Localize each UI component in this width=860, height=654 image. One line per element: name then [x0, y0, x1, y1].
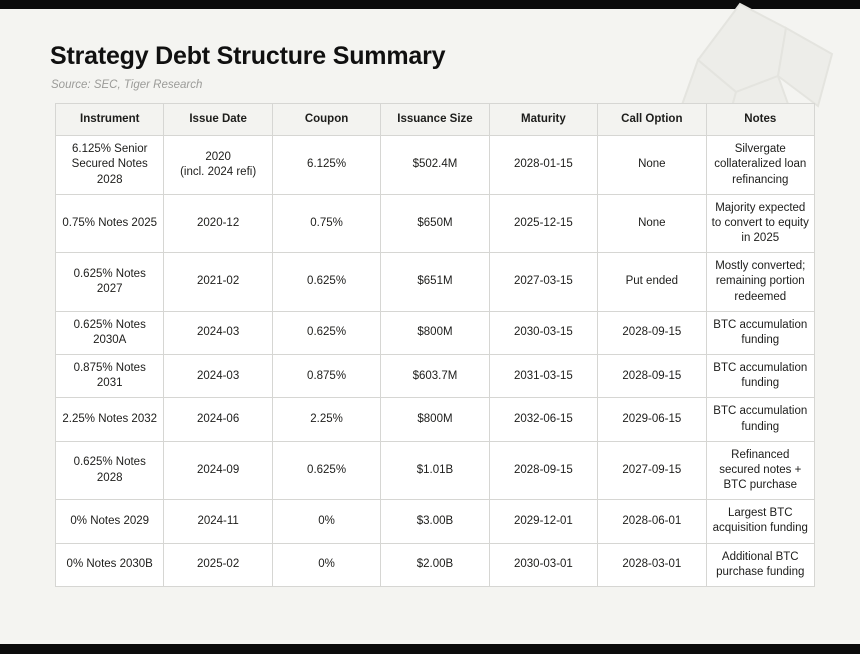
table-row: 0.75% Notes 2025 2020-12 0.75% $650M 2025-12… [54, 193, 816, 254]
table-row: 0.625% Notes 2028 2024-09 0.625% $1.01B 2028… [54, 440, 816, 501]
table-cell: 2027-09-15 [597, 440, 707, 501]
table-cell: 2028-03-01 [597, 542, 707, 587]
column-header-instrument: Instrument [54, 102, 165, 137]
table-cell: 2024-03 [163, 354, 273, 399]
table-cell: 0.625% [271, 440, 382, 501]
table-cell: 0% Notes 2030B [54, 542, 165, 587]
table-cell: $800M [380, 397, 490, 442]
column-header-coupon: Coupon [271, 102, 382, 137]
table-cell: $603.7M [380, 354, 490, 399]
table-row: 0% Notes 2029 2024-11 0% $3.00B 2029-12-01 20… [54, 499, 816, 544]
table-cell: 2020 (incl. 2024 refi) [163, 135, 273, 195]
top-black-bar [0, 0, 860, 9]
table-cell: Mostly converted; remaining portion rede… [705, 252, 816, 312]
table-row: 0.875% Notes 2031 2024-03 0.875% $603.7M 203… [54, 354, 816, 399]
table-cell: 0% [271, 499, 382, 544]
table-header-row: Instrument Issue Date Coupon Issuance Size M… [54, 102, 816, 137]
table-row: 0.625% Notes 2027 2021-02 0.625% $651M 2027-… [54, 252, 816, 312]
table-cell: BTC accumulation funding [705, 397, 816, 442]
table-cell: $2.00B [380, 542, 490, 587]
table-cell: 2030-03-01 [488, 542, 599, 587]
table-cell: 0% Notes 2029 [54, 499, 165, 544]
table-cell: 2028-06-01 [597, 499, 707, 544]
table-cell: 2024-03 [163, 310, 273, 356]
table-cell: Majority expected to convert to equity i… [705, 193, 816, 254]
table-cell: 2028-09-15 [597, 310, 707, 356]
table-cell: 2030-03-15 [488, 310, 599, 356]
table-cell: None [597, 135, 707, 195]
table-cell: 2028-09-15 [597, 354, 707, 399]
table-cell: 2.25% Notes 2032 [54, 397, 165, 442]
page-title: Strategy Debt Structure Summary [50, 42, 446, 70]
table-cell: 2021-02 [163, 252, 273, 312]
table-cell: $1.01B [380, 440, 490, 501]
debt-structure-table: Instrument Issue Date Coupon Issuance Size M… [54, 102, 816, 587]
table-cell: 6.125% [271, 135, 382, 195]
column-header-issue-date: Issue Date [163, 102, 273, 137]
table-head: Instrument Issue Date Coupon Issuance Size M… [54, 102, 816, 137]
table-cell: BTC accumulation funding [705, 310, 816, 356]
table-cell: Silvergate collateralized loan refinanci… [705, 135, 816, 195]
table-cell: BTC accumulation funding [705, 354, 816, 399]
table-cell: $650M [380, 193, 490, 254]
table-cell: Refinanced secured notes + BTC purchase [705, 440, 816, 501]
table-cell: 0.625% Notes 2030A [54, 310, 165, 356]
table-cell: 0% [271, 542, 382, 587]
table-cell: 2029-12-01 [488, 499, 599, 544]
table-cell: 6.125% Senior Secured Notes 2028 [54, 135, 165, 195]
table-cell: 0.625% Notes 2028 [54, 440, 165, 501]
table-cell: 2032-06-15 [488, 397, 599, 442]
table-cell: 2.25% [271, 397, 382, 442]
table-cell: 2024-09 [163, 440, 273, 501]
source-caption: Source: SEC, Tiger Research [51, 79, 203, 91]
table-cell: $3.00B [380, 499, 490, 544]
table-cell: 0.625% Notes 2027 [54, 252, 165, 312]
bottom-black-bar [0, 644, 860, 654]
table-cell: 2027-03-15 [488, 252, 599, 312]
table-cell: $651M [380, 252, 490, 312]
table-body: 6.125% Senior Secured Notes 2028 2020 (in… [54, 135, 816, 587]
table-row: 6.125% Senior Secured Notes 2028 2020 (in… [54, 135, 816, 195]
table-cell: 0.625% [271, 310, 382, 356]
column-header-call-option: Call Option [597, 102, 707, 137]
table-cell: 2029-06-15 [597, 397, 707, 442]
table-cell: 0.875% Notes 2031 [54, 354, 165, 399]
table-cell: Additional BTC purchase funding [705, 542, 816, 587]
table-row: 0% Notes 2030B 2025-02 0% $2.00B 2030-03-01 2… [54, 542, 816, 587]
column-header-issuance-size: Issuance Size [380, 102, 490, 137]
table-cell: 2020-12 [163, 193, 273, 254]
table-cell: 0.75% [271, 193, 382, 254]
column-header-maturity: Maturity [488, 102, 599, 137]
table-row: 0.625% Notes 2030A 2024-03 0.625% $800M 2030… [54, 310, 816, 356]
table-cell: None [597, 193, 707, 254]
table-cell: 2028-09-15 [488, 440, 599, 501]
table-cell: $800M [380, 310, 490, 356]
table-row: 2.25% Notes 2032 2024-06 2.25% $800M 2032-06… [54, 397, 816, 442]
table-cell: 2025-02 [163, 542, 273, 587]
table-cell: 0.875% [271, 354, 382, 399]
table-cell: Largest BTC acquisition funding [705, 499, 816, 544]
table-cell: 2031-03-15 [488, 354, 599, 399]
table-cell: $502.4M [380, 135, 490, 195]
column-header-notes: Notes [705, 102, 816, 137]
table-cell: 2025-12-15 [488, 193, 599, 254]
table-cell: 2028-01-15 [488, 135, 599, 195]
table-cell: 0.75% Notes 2025 [54, 193, 165, 254]
table-cell: Put ended [597, 252, 707, 312]
table-cell: 2024-06 [163, 397, 273, 442]
table-cell: 2024-11 [163, 499, 273, 544]
table-cell: 0.625% [271, 252, 382, 312]
